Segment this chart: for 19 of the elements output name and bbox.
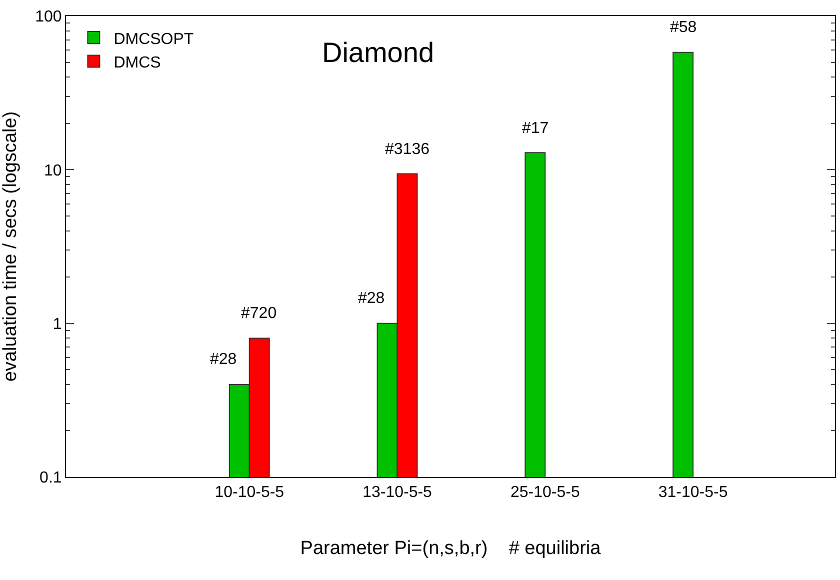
y-tick-label: 0.1	[40, 470, 62, 487]
x-tick-label: 10-10-5-5	[214, 484, 284, 502]
y-axis-title: evaluation time / secs (logscale)	[0, 111, 21, 382]
y-tick-label: 1	[52, 316, 62, 333]
x-tick-label: 31-10-5-5	[658, 484, 728, 502]
legend-label: DMCSOPT	[114, 30, 194, 48]
annotation: #28	[358, 290, 385, 307]
annotation: #3136	[385, 141, 430, 158]
x-tick-label: 13-10-5-5	[362, 484, 432, 502]
annotation: #720	[241, 305, 277, 322]
text: Diamond	[322, 37, 434, 68]
x-tick-label: 25-10-5-5	[510, 484, 580, 502]
annotation: #28	[210, 351, 237, 368]
legend-label: DMCS	[114, 54, 161, 72]
y-tick-label: 10	[44, 162, 62, 180]
annotation: #17	[522, 120, 549, 137]
annotation: #58	[670, 19, 697, 36]
y-tick-label: 100	[35, 8, 62, 26]
x-axis-title: Parameter Pi=(n,s,b,r) # equilibria	[300, 538, 602, 559]
